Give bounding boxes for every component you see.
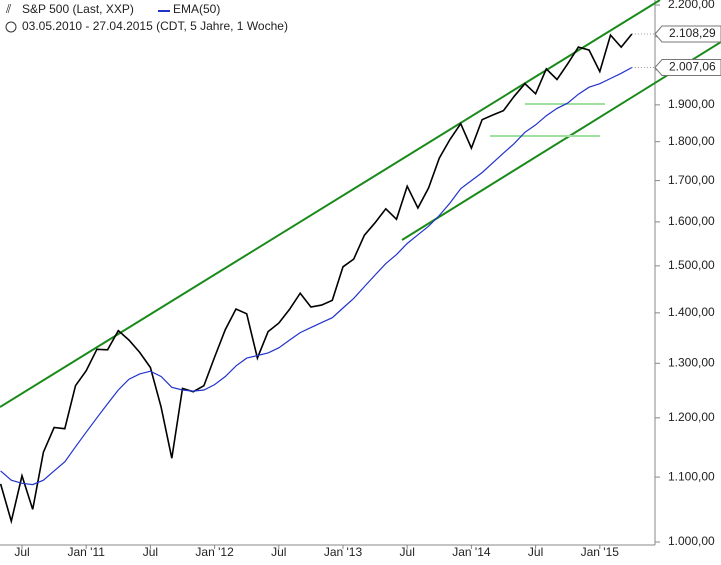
x-tick-label: Jul [14, 545, 29, 559]
clock-icon [5, 21, 17, 33]
series-line [0, 66, 633, 486]
value-label-box [654, 59, 721, 77]
chart-subtitle: 03.05.2010 - 27.04.2015 (CDT, 5 Jahre, 1… [22, 19, 288, 33]
chart-title: S&P 500 (Last, XXP) [22, 2, 134, 16]
chart-icon: ⫽ [5, 2, 12, 16]
y-tick-label: 1.000,00 [668, 534, 715, 548]
value-label: 2.108,29 [669, 26, 716, 40]
x-tick-label: Jan '14 [452, 545, 491, 559]
header: ⫽ S&P 500 (Last, XXP) EMA(50) 03.05.2010… [5, 2, 288, 33]
y-tick-label: 1.600,00 [668, 214, 715, 228]
legend-label: EMA(50) [173, 2, 220, 16]
x-tick-label: Jul [528, 545, 543, 559]
value-label-box [654, 25, 721, 43]
x-tick-label: Jan '13 [324, 545, 363, 559]
x-tick-label: Jan '11 [67, 545, 105, 559]
x-tick-label: Jul [271, 545, 286, 559]
y-tick-label: 1.800,00 [668, 134, 715, 148]
x-tick-label: Jul [143, 545, 158, 559]
y-tick-label: 1.400,00 [668, 305, 715, 319]
y-tick-label: 1.500,00 [668, 258, 715, 272]
y-tick-label: 1.300,00 [668, 355, 715, 369]
y-tick-label: 1.200,00 [668, 410, 715, 424]
y-tick-label: 1.900,00 [668, 97, 715, 111]
x-tick-label: Jan '12 [195, 545, 234, 559]
x-tick-label: Jul [400, 545, 415, 559]
y-tick-label: 1.100,00 [668, 469, 715, 483]
series-line [0, 33, 633, 525]
value-label: 2.007,06 [669, 60, 716, 74]
y-tick-label: 2.200,00 [668, 0, 715, 11]
upper-trend-line [0, 0, 661, 408]
y-tick-label: 1.700,00 [668, 173, 715, 187]
x-tick-label: Jan '15 [581, 545, 620, 559]
